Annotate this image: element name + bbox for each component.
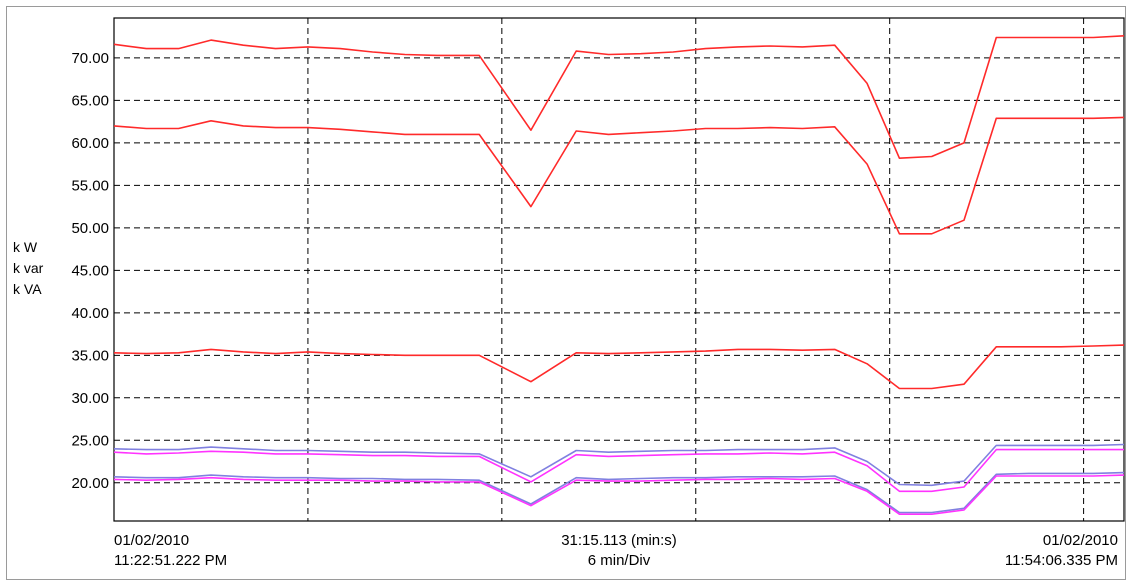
y-tick-label: 60.00: [71, 135, 109, 152]
y-tick-label: 70.00: [71, 50, 109, 67]
y-tick-labels: 70.00 65.00 60.00 55.00 50.00 45.00 40.00 35.00…: [71, 50, 109, 492]
series-line-3: [113, 344, 1125, 390]
y-tick-label: 50.00: [71, 220, 109, 237]
plot-area-border: [113, 17, 1125, 522]
series-line-4: [113, 443, 1125, 487]
series-line-5: [113, 448, 1124, 493]
y-tick-label: 30.00: [71, 390, 109, 407]
x-duration: 31:15.113 (min:s): [561, 532, 677, 549]
y-tick-label: 45.00: [71, 262, 109, 279]
series-group: [113, 35, 1125, 516]
x-start-time: 11:22:51.222 PM: [114, 552, 227, 569]
series-line-2: [113, 116, 1125, 235]
chart-frame: 70.00 65.00 60.00 55.00 50.00 45.00 40.00 35.00…: [6, 6, 1126, 580]
x-start-date: 01/02/2010: [114, 532, 189, 549]
x-end-time: 11:54:06.335 PM: [1005, 552, 1118, 569]
x-scale: 6 min/Div: [588, 552, 651, 569]
y-tick-label: 35.00: [71, 347, 109, 364]
y-axis-label-kvar: k var: [13, 260, 44, 276]
y-axis-label-kw: k W: [13, 239, 38, 255]
y-tick-label: 25.00: [71, 432, 109, 449]
y-tick-label: 55.00: [71, 177, 109, 194]
y-axis-label-kva: k VA: [13, 281, 42, 297]
series-line-6: [113, 471, 1125, 514]
y-tick-label: 20.00: [71, 475, 109, 492]
series-line-1: [113, 35, 1125, 159]
line-chart: 70.00 65.00 60.00 55.00 50.00 45.00 40.00 35.00…: [13, 17, 1125, 569]
series-line-7: [113, 474, 1125, 516]
x-end-date: 01/02/2010: [1043, 532, 1118, 549]
grid: [114, 18, 1124, 521]
y-tick-label: 65.00: [71, 92, 109, 109]
y-tick-label: 40.00: [71, 305, 109, 322]
